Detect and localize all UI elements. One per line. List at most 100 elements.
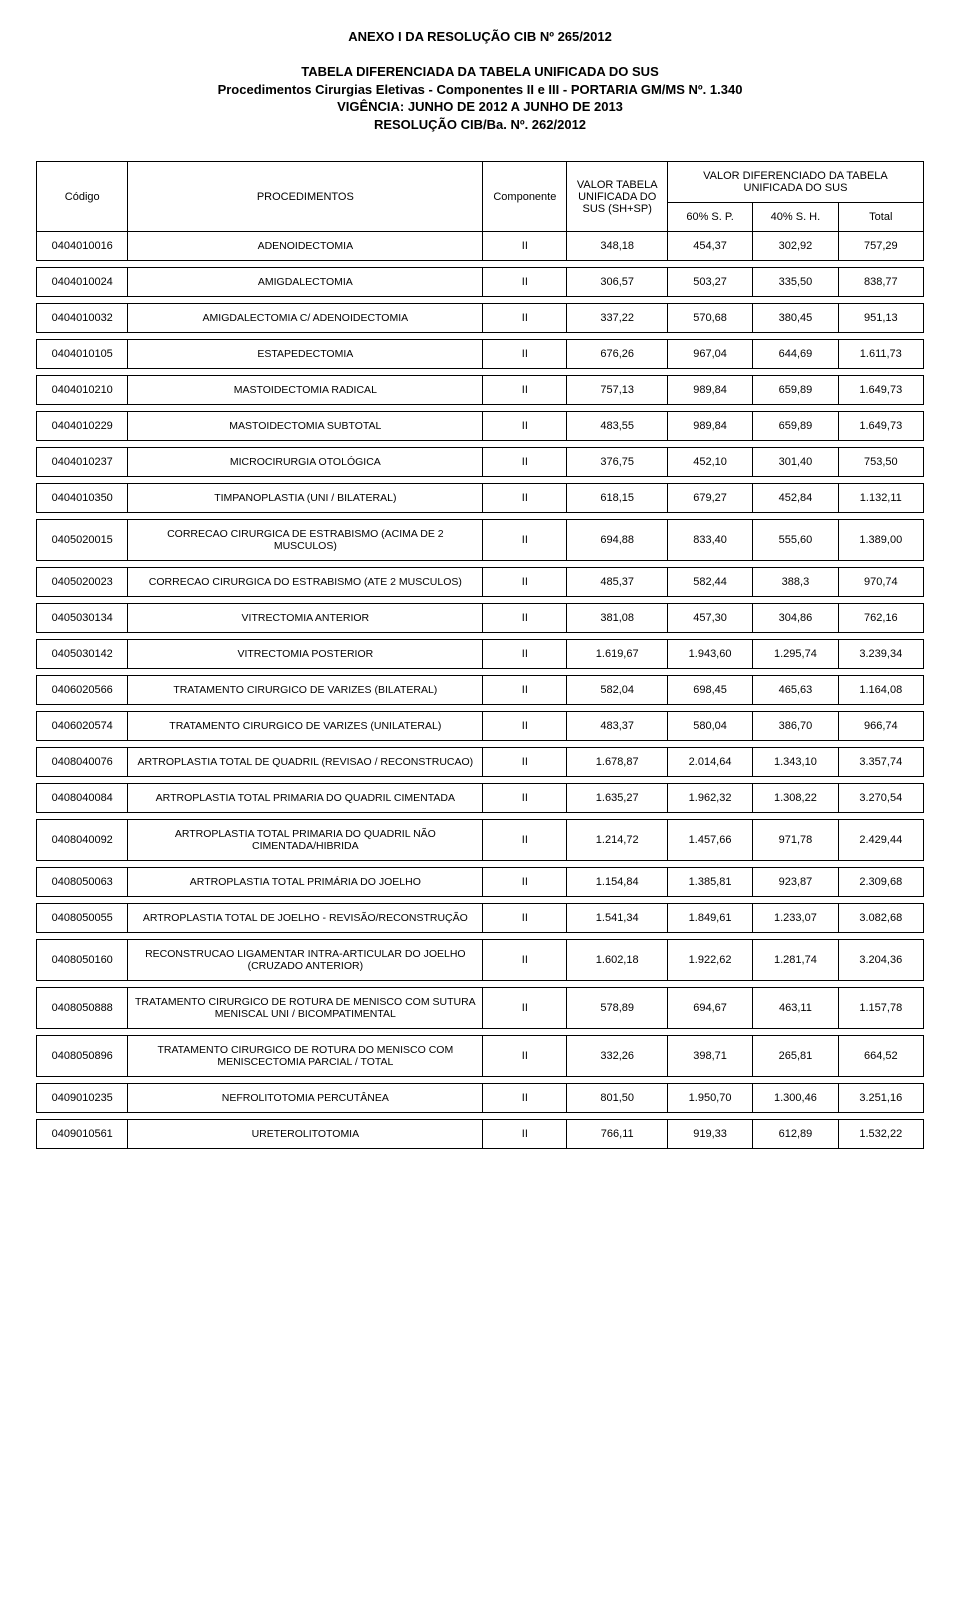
cell-procedimento: ARTROPLASTIA TOTAL DE QUADRIL (REVISAO /… [128, 748, 483, 777]
cell-codigo: 0408040084 [37, 784, 128, 813]
cell-valor-40sh: 659,89 [753, 376, 838, 405]
cell-valor-40sh: 971,78 [753, 820, 838, 861]
cell-valor-tabela: 483,55 [567, 412, 667, 441]
table-row: 0408050063ARTROPLASTIA TOTAL PRIMÁRIA DO… [37, 868, 924, 897]
cell-valor-60sp: 679,27 [667, 484, 752, 513]
cell-componente: II [483, 748, 567, 777]
cell-valor-60sp: 582,44 [667, 568, 752, 597]
cell-componente: II [483, 412, 567, 441]
cell-procedimento: RECONSTRUCAO LIGAMENTAR INTRA-ARTICULAR … [128, 940, 483, 981]
cell-componente: II [483, 676, 567, 705]
cell-componente: II [483, 568, 567, 597]
cell-codigo: 0405030134 [37, 604, 128, 633]
spacer-cell [37, 777, 924, 784]
table-row: 0409010561URETEROLITOTOMIAII766,11919,33… [37, 1120, 924, 1149]
cell-valor-40sh: 465,63 [753, 676, 838, 705]
cell-valor-total: 1.157,78 [838, 988, 923, 1029]
cell-valor-60sp: 503,27 [667, 268, 752, 297]
spacer-cell [37, 561, 924, 568]
table-spacer [37, 981, 924, 988]
cell-valor-40sh: 335,50 [753, 268, 838, 297]
cell-valor-tabela: 1.602,18 [567, 940, 667, 981]
cell-componente: II [483, 376, 567, 405]
title-block: ANEXO I DA RESOLUÇÃO CIB Nº 265/2012 TAB… [36, 28, 924, 133]
cell-codigo: 0405030142 [37, 640, 128, 669]
table-spacer [37, 1077, 924, 1084]
cell-valor-tabela: 348,18 [567, 232, 667, 261]
spacer-cell [37, 705, 924, 712]
cell-valor-60sp: 452,10 [667, 448, 752, 477]
cell-valor-total: 1.389,00 [838, 520, 923, 561]
table-spacer [37, 777, 924, 784]
cell-valor-60sp: 833,40 [667, 520, 752, 561]
cell-procedimento: NEFROLITOTOMIA PERCUTÂNEA [128, 1084, 483, 1113]
cell-componente: II [483, 1084, 567, 1113]
table-spacer [37, 477, 924, 484]
title-line-5: RESOLUÇÃO CIB/Ba. Nº. 262/2012 [36, 116, 924, 134]
cell-valor-total: 3.082,68 [838, 904, 923, 933]
cell-procedimento: CORRECAO CIRURGICA DO ESTRABISMO (ATE 2 … [128, 568, 483, 597]
cell-valor-40sh: 1.233,07 [753, 904, 838, 933]
cell-valor-60sp: 457,30 [667, 604, 752, 633]
cell-codigo: 0405020023 [37, 568, 128, 597]
table-spacer [37, 897, 924, 904]
cell-procedimento: ARTROPLASTIA TOTAL PRIMARIA DO QUADRIL N… [128, 820, 483, 861]
cell-valor-60sp: 1.849,61 [667, 904, 752, 933]
spacer-cell [37, 333, 924, 340]
cell-procedimento: VITRECTOMIA ANTERIOR [128, 604, 483, 633]
spacer-cell [37, 813, 924, 820]
header-60sp: 60% S. P. [667, 203, 752, 232]
cell-valor-40sh: 301,40 [753, 448, 838, 477]
cell-valor-60sp: 1.943,60 [667, 640, 752, 669]
table-spacer [37, 1113, 924, 1120]
cell-valor-60sp: 694,67 [667, 988, 752, 1029]
cell-componente: II [483, 940, 567, 981]
cell-valor-total: 2.429,44 [838, 820, 923, 861]
spacer-cell [37, 1077, 924, 1084]
table-row: 0406020574TRATAMENTO CIRURGICO DE VARIZE… [37, 712, 924, 741]
cell-valor-40sh: 1.308,22 [753, 784, 838, 813]
procedures-table: Código PROCEDIMENTOS Componente VALOR TA… [36, 161, 924, 1149]
cell-valor-40sh: 302,92 [753, 232, 838, 261]
table-spacer [37, 633, 924, 640]
cell-procedimento: VITRECTOMIA POSTERIOR [128, 640, 483, 669]
cell-valor-60sp: 989,84 [667, 376, 752, 405]
header-componente: Componente [483, 162, 567, 232]
cell-valor-tabela: 694,88 [567, 520, 667, 561]
table-row: 0408050888TRATAMENTO CIRURGICO DE ROTURA… [37, 988, 924, 1029]
cell-valor-tabela: 1.541,34 [567, 904, 667, 933]
cell-valor-60sp: 2.014,64 [667, 748, 752, 777]
title-line-1: ANEXO I DA RESOLUÇÃO CIB Nº 265/2012 [36, 28, 924, 46]
table-spacer [37, 861, 924, 868]
spacer-cell [37, 669, 924, 676]
cell-valor-total: 1.611,73 [838, 340, 923, 369]
cell-valor-total: 951,13 [838, 304, 923, 333]
cell-valor-tabela: 1.635,27 [567, 784, 667, 813]
cell-valor-tabela: 618,15 [567, 484, 667, 513]
table-row: 0408050896TRATAMENTO CIRURGICO DE ROTURA… [37, 1036, 924, 1077]
cell-componente: II [483, 520, 567, 561]
cell-valor-tabela: 337,22 [567, 304, 667, 333]
table-row: 0408050055ARTROPLASTIA TOTAL DE JOELHO -… [37, 904, 924, 933]
cell-valor-40sh: 923,87 [753, 868, 838, 897]
cell-valor-tabela: 306,57 [567, 268, 667, 297]
cell-procedimento: CORRECAO CIRURGICA DE ESTRABISMO (ACIMA … [128, 520, 483, 561]
cell-procedimento: TRATAMENTO CIRURGICO DE VARIZES (UNILATE… [128, 712, 483, 741]
table-row: 0408040092ARTROPLASTIA TOTAL PRIMARIA DO… [37, 820, 924, 861]
cell-componente: II [483, 304, 567, 333]
cell-valor-total: 1.649,73 [838, 376, 923, 405]
cell-procedimento: MASTOIDECTOMIA SUBTOTAL [128, 412, 483, 441]
cell-valor-tabela: 582,04 [567, 676, 667, 705]
spacer-cell [37, 933, 924, 940]
cell-valor-tabela: 381,08 [567, 604, 667, 633]
cell-componente: II [483, 484, 567, 513]
cell-valor-tabela: 485,37 [567, 568, 667, 597]
table-row: 0404010032AMIGDALECTOMIA C/ ADENOIDECTOM… [37, 304, 924, 333]
cell-valor-total: 3.270,54 [838, 784, 923, 813]
cell-valor-40sh: 659,89 [753, 412, 838, 441]
table-row: 0404010237MICROCIRURGIA OTOLÓGICAII376,7… [37, 448, 924, 477]
table-row: 0404010350TIMPANOPLASTIA (UNI / BILATERA… [37, 484, 924, 513]
header-40sh: 40% S. H. [753, 203, 838, 232]
cell-valor-tabela: 1.678,87 [567, 748, 667, 777]
cell-procedimento: ARTROPLASTIA TOTAL PRIMÁRIA DO JOELHO [128, 868, 483, 897]
